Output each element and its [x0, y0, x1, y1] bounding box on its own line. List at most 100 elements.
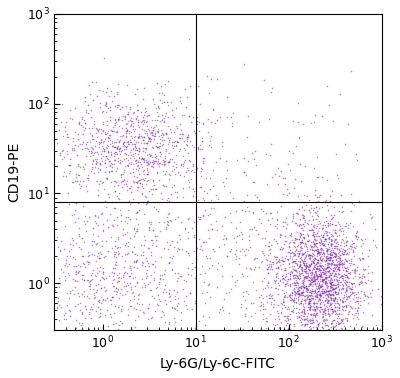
- Point: [252, 148, 258, 154]
- Point: [60, 133, 66, 139]
- Point: [342, 274, 348, 280]
- Point: [100, 228, 106, 234]
- Point: [310, 260, 316, 266]
- Point: [163, 224, 170, 230]
- Point: [284, 192, 290, 198]
- Point: [315, 250, 321, 256]
- Point: [192, 325, 198, 332]
- Point: [148, 237, 154, 243]
- Point: [140, 114, 147, 120]
- Point: [374, 286, 381, 292]
- Point: [324, 299, 330, 305]
- Point: [106, 273, 112, 279]
- Point: [119, 133, 126, 139]
- Point: [154, 109, 160, 115]
- Point: [312, 304, 319, 310]
- Point: [328, 216, 334, 222]
- Point: [319, 242, 325, 248]
- Point: [138, 109, 144, 115]
- Point: [158, 142, 165, 148]
- Point: [143, 128, 149, 134]
- Point: [82, 145, 88, 151]
- Point: [336, 223, 343, 229]
- Point: [332, 282, 338, 288]
- Point: [146, 159, 153, 165]
- Point: [150, 277, 157, 284]
- Point: [307, 316, 314, 322]
- Point: [275, 291, 281, 297]
- Point: [108, 302, 114, 308]
- Point: [114, 129, 120, 135]
- Point: [300, 304, 307, 310]
- Point: [322, 279, 329, 285]
- Point: [160, 168, 166, 174]
- Point: [128, 284, 134, 290]
- Point: [109, 169, 116, 175]
- Point: [301, 258, 307, 264]
- Point: [94, 270, 100, 276]
- Point: [177, 93, 183, 99]
- Point: [294, 313, 300, 319]
- Point: [333, 268, 339, 274]
- Point: [280, 294, 287, 300]
- Point: [110, 248, 117, 254]
- Point: [62, 262, 68, 268]
- Point: [103, 287, 110, 293]
- Point: [297, 300, 304, 306]
- Point: [336, 301, 343, 307]
- Point: [298, 298, 304, 304]
- Point: [307, 262, 313, 268]
- Point: [319, 256, 326, 262]
- Point: [314, 272, 320, 278]
- Point: [75, 290, 82, 296]
- Point: [330, 293, 336, 299]
- Point: [109, 280, 115, 287]
- Point: [312, 307, 318, 313]
- Point: [352, 243, 359, 249]
- Point: [339, 303, 345, 309]
- Point: [124, 282, 131, 288]
- Point: [278, 276, 285, 282]
- Point: [152, 153, 158, 160]
- Point: [340, 275, 346, 281]
- Point: [69, 116, 76, 122]
- Point: [330, 233, 336, 239]
- Point: [127, 235, 133, 241]
- Point: [300, 307, 307, 313]
- Point: [357, 297, 363, 304]
- Point: [289, 259, 296, 265]
- Point: [183, 278, 189, 284]
- Point: [149, 129, 155, 135]
- Point: [328, 296, 334, 302]
- Point: [114, 104, 120, 110]
- Point: [342, 315, 348, 321]
- Point: [90, 152, 96, 158]
- Point: [164, 99, 170, 105]
- Point: [159, 117, 165, 123]
- Point: [100, 297, 106, 303]
- Point: [328, 260, 334, 266]
- Point: [183, 104, 189, 110]
- Point: [333, 326, 339, 332]
- Point: [301, 285, 308, 291]
- Point: [322, 307, 328, 313]
- Point: [300, 276, 307, 282]
- Point: [149, 237, 156, 243]
- Point: [126, 123, 133, 129]
- Point: [78, 235, 85, 241]
- Point: [317, 279, 323, 285]
- Point: [142, 263, 148, 269]
- Point: [316, 307, 322, 313]
- Point: [97, 155, 104, 161]
- Point: [306, 324, 312, 330]
- Point: [331, 239, 337, 245]
- Point: [119, 132, 126, 138]
- Point: [134, 280, 140, 286]
- Point: [282, 238, 289, 244]
- Point: [86, 125, 92, 132]
- Point: [313, 294, 320, 301]
- Point: [132, 274, 138, 280]
- Point: [306, 274, 312, 280]
- Point: [318, 249, 324, 255]
- Point: [131, 126, 138, 132]
